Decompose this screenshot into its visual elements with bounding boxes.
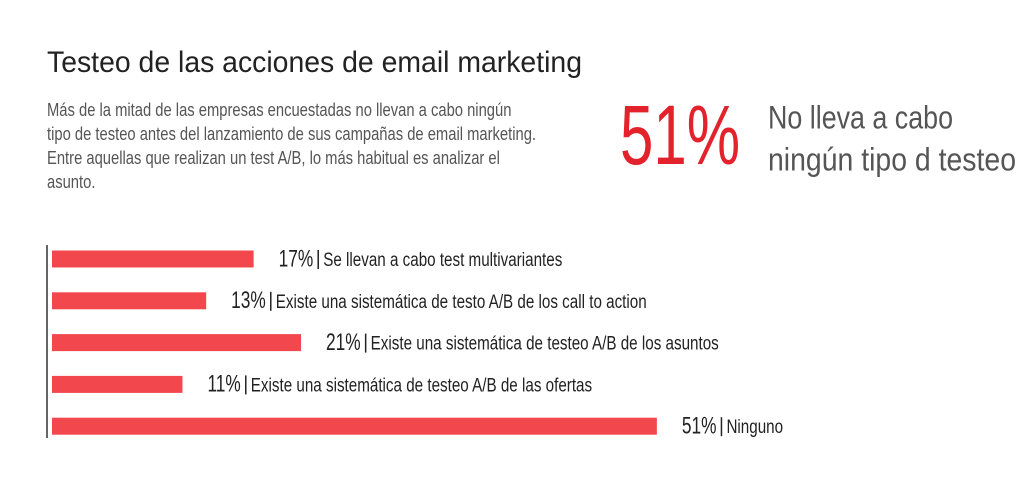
bar	[52, 375, 183, 393]
category-label: Existe una sistemática de testeo A/B de …	[251, 375, 592, 396]
bar	[52, 417, 657, 435]
bar	[52, 334, 302, 352]
category-label: Existe una sistemática de testo A/B de l…	[276, 292, 647, 313]
bar	[52, 250, 254, 268]
value-label: 17%	[279, 245, 314, 272]
highlight-text: ningún tipo d testeo	[768, 141, 1016, 177]
value-label: 13%	[231, 287, 266, 314]
value-label: 51%	[682, 413, 717, 440]
subtitle: Más de la mitad de las empresas encuesta…	[47, 100, 537, 192]
bar	[52, 292, 207, 310]
value-label: 21%	[326, 329, 361, 356]
value-label: 11%	[207, 371, 240, 398]
chart-title: Testeo de las acciones de email marketin…	[47, 46, 582, 79]
category-label: Existe una sistemática de testeo A/B de …	[371, 334, 719, 355]
highlight-value: 51%	[620, 88, 740, 182]
category-label: Se llevan a cabo test multivariantes	[323, 250, 562, 271]
category-label: Ninguno	[726, 417, 783, 438]
highlight-text: No lleva a cabo	[768, 99, 953, 135]
